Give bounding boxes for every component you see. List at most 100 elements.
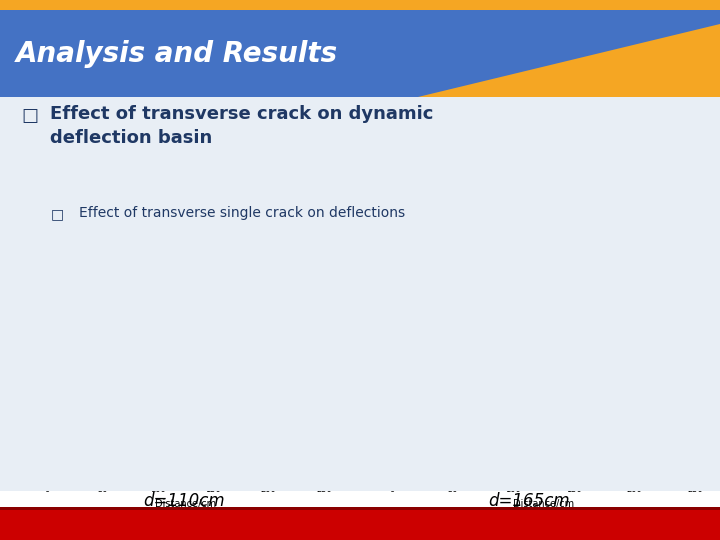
crack width 5mm [87, 408, 96, 414]
Line: crack width 15mm: crack width 15mm [45, 310, 282, 450]
crack width 20mm [65, 427, 73, 434]
no crack [264, 309, 273, 316]
crack width 10mm [388, 444, 397, 450]
crack width 10mm [534, 359, 542, 365]
crack width 5mm [176, 361, 184, 368]
no crack [198, 349, 207, 355]
no crack [153, 371, 162, 377]
no crack [388, 444, 397, 450]
crack width 15mm [642, 312, 651, 319]
crack width 10mm [436, 396, 445, 403]
crack width 10mm [198, 357, 207, 363]
Legend: no crack, crack width 5mm, crack width 5mm, crack width 10mm, crack width 15mm, : no crack, crack width 5mm, crack width 5… [241, 254, 321, 301]
crack width 15mm [65, 426, 73, 432]
Line: crack width 5mm: crack width 5mm [45, 300, 282, 450]
Polygon shape [418, 24, 720, 97]
Line: no crack: no crack [45, 299, 282, 450]
no crack [534, 354, 542, 361]
Line: no crack: no crack [390, 307, 649, 450]
crack width 20mm [413, 423, 421, 429]
crack width 20mm [153, 381, 162, 387]
crack width 15mm [176, 370, 184, 376]
crack width 5mm [413, 418, 421, 425]
Line: crack width 10mm: crack width 10mm [45, 309, 282, 450]
crack width 5mm [87, 406, 96, 413]
crack width 5mm [275, 307, 284, 313]
crack width 15mm [264, 321, 273, 327]
crack width 5mm [242, 325, 251, 332]
crack width 5mm [109, 394, 117, 400]
crack width 5mm [131, 382, 140, 389]
crack width 5mm [388, 444, 397, 450]
FancyBboxPatch shape [0, 10, 720, 97]
Line: crack width 20mm: crack width 20mm [45, 313, 282, 450]
crack width 15mm [131, 387, 140, 393]
crack width 15mm [557, 353, 566, 360]
crack width 15mm [606, 338, 614, 344]
crack width 10mm [557, 352, 566, 358]
crack width 15mm [534, 360, 542, 366]
crack width 20mm [131, 389, 140, 396]
crack width 10mm [413, 420, 421, 427]
Y-axis label: Deflection/μm: Deflection/μm [6, 329, 16, 397]
crack width 20mm [436, 399, 445, 406]
crack width 20mm [87, 411, 96, 418]
crack width 5mm [198, 356, 207, 362]
crack width 15mm [509, 368, 518, 375]
crack width 2mm [388, 444, 397, 450]
crack width 20mm [582, 346, 590, 353]
crack width 20mm [275, 312, 284, 319]
crack width 5mm [42, 444, 51, 450]
crack width 20mm [264, 325, 273, 332]
crack width 5mm [65, 424, 73, 431]
no crack [485, 370, 493, 376]
crack width 2mm [485, 371, 493, 377]
crack width 10mm [264, 319, 273, 326]
crack width 5mm [509, 366, 518, 372]
no crack [42, 444, 51, 450]
no crack [582, 339, 590, 346]
no crack [65, 423, 73, 429]
crack width 5mm [642, 309, 651, 316]
crack width 10mm [606, 336, 614, 342]
FancyBboxPatch shape [0, 507, 720, 511]
crack width 10mm [275, 308, 284, 315]
crack width 10mm [509, 367, 518, 373]
crack width 5mm [109, 392, 117, 399]
Line: crack width 15mm: crack width 15mm [390, 313, 649, 450]
no crack [413, 416, 421, 422]
crack width 5mm [42, 444, 51, 450]
crack width 10mm [461, 382, 469, 389]
crack width 2mm [436, 394, 445, 400]
Text: d=165cm: d=165cm [488, 492, 570, 510]
crack width 15mm [485, 375, 493, 382]
crack width 5mm [220, 338, 228, 344]
crack width 20mm [198, 363, 207, 369]
Text: Effect of transverse single crack on deflections: Effect of transverse single crack on def… [79, 206, 405, 220]
crack width 15mm [461, 384, 469, 390]
crack width 2mm [509, 364, 518, 370]
crack width 10mm [153, 377, 162, 383]
crack width 20mm [485, 377, 493, 383]
Text: d=110cm: d=110cm [143, 492, 225, 510]
no crack [642, 307, 651, 313]
crack width 10mm [242, 332, 251, 339]
crack width 15mm [242, 335, 251, 341]
crack width 20mm [557, 354, 566, 361]
crack width 5mm [153, 375, 162, 382]
crack width 2mm [413, 417, 421, 424]
Line: crack width 20mm: crack width 20mm [390, 314, 649, 450]
crack width 5mm [557, 350, 566, 356]
crack width 5mm [606, 335, 614, 341]
Line: crack width 2mm: crack width 2mm [390, 309, 649, 450]
X-axis label: Distance/cm: Distance/cm [155, 500, 216, 509]
crack width 10mm [87, 409, 96, 415]
crack width 15mm [153, 378, 162, 384]
crack width 5mm [485, 373, 493, 379]
no crack [87, 405, 96, 411]
crack width 20mm [220, 350, 228, 356]
no crack [436, 392, 445, 399]
no crack [131, 381, 140, 387]
crack width 2mm [606, 333, 614, 340]
crack width 20mm [242, 338, 251, 344]
